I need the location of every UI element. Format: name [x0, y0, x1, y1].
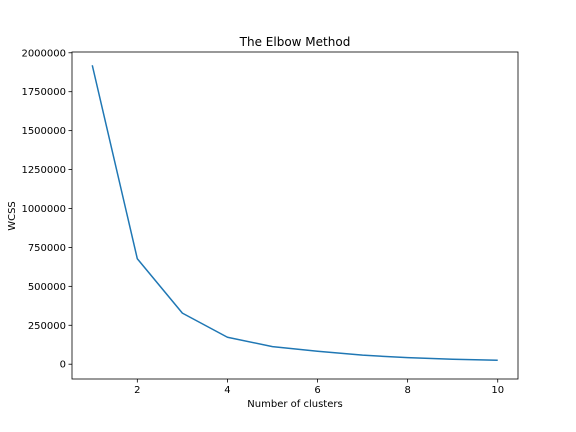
wcss-series-line	[91, 65, 498, 362]
x-tick-label: 2	[134, 385, 140, 396]
x-tick-label: 10	[491, 385, 504, 396]
y-axis-ticks: 0 250000 500000 750000 1000000 1250000 1500000…	[21, 48, 72, 371]
x-axis-label: Number of clusters	[247, 399, 342, 410]
y-tick-label: 500000	[28, 282, 66, 293]
plot-frame	[71, 51, 519, 380]
y-axis-label: WCSS	[7, 201, 18, 231]
y-tick-label: 0	[60, 360, 66, 371]
y-tick-label: 250000	[28, 321, 66, 332]
series-layer	[91, 65, 498, 362]
x-axis-ticks: 2 4 6 8 10	[134, 379, 504, 396]
y-tick-label: 1000000	[21, 204, 66, 215]
plot-area: The Elbow Method Number of clusters WCSS…	[7, 35, 519, 410]
x-tick-label: 6	[314, 385, 320, 396]
y-tick-label: 2000000	[21, 48, 66, 59]
y-tick-label: 1750000	[21, 87, 66, 98]
y-tick-label: 750000	[28, 243, 66, 254]
chart-title: The Elbow Method	[239, 35, 351, 49]
y-tick-label: 1250000	[21, 165, 66, 176]
y-tick-label: 1500000	[21, 126, 66, 137]
x-tick-label: 8	[404, 385, 410, 396]
x-tick-label: 4	[224, 385, 230, 396]
